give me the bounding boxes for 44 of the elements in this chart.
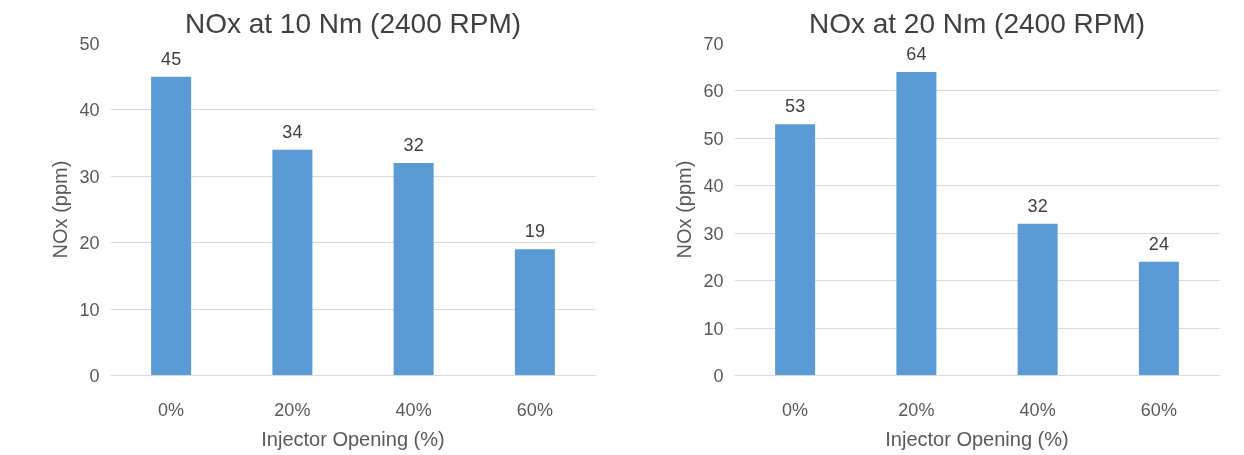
chart-title: NOx at 20 Nm (2400 RPM) [808, 7, 1146, 39]
y-tick-label: 10 [703, 318, 724, 339]
data-label: 53 [785, 96, 806, 117]
y-tick-label: 50 [79, 34, 100, 54]
y-tick-label: 30 [79, 166, 100, 187]
y-tick-label: 70 [703, 34, 724, 54]
y-tick-label: 0 [713, 366, 724, 386]
y-axis-title: NOx (ppm) [49, 160, 72, 259]
data-label: 32 [1027, 195, 1048, 216]
y-axis-title: NOx (ppm) [673, 160, 696, 259]
data-label: 34 [282, 121, 303, 142]
data-label: 24 [1148, 233, 1169, 254]
bar [1017, 223, 1058, 376]
chart-title: NOx at 10 Nm (2400 RPM) [184, 7, 522, 39]
data-label: 64 [906, 43, 927, 64]
bar [272, 149, 313, 376]
y-tick-label: 20 [703, 271, 724, 292]
y-tick-label: 60 [703, 81, 724, 102]
x-axis-title: Injector Opening (%) [885, 427, 1069, 450]
y-tick-label: 40 [79, 100, 100, 121]
x-tick-label: 40% [1019, 399, 1056, 420]
bar [1138, 261, 1179, 376]
x-tick-label: 40% [395, 399, 432, 420]
y-tick-label: 0 [89, 366, 100, 386]
x-tick-label: 60% [1140, 399, 1177, 420]
y-tick-label: 50 [703, 128, 724, 149]
data-label: 45 [161, 48, 182, 69]
x-tick-label: 0% [782, 399, 809, 420]
data-label: 19 [524, 221, 545, 242]
x-tick-label: 60% [516, 399, 553, 420]
y-tick-label: 40 [703, 176, 724, 197]
bar [775, 124, 816, 376]
y-tick-label: 20 [79, 233, 100, 254]
bar [393, 163, 434, 376]
bar [151, 76, 192, 376]
x-tick-label: 0% [158, 399, 185, 420]
y-tick-label: 30 [703, 223, 724, 244]
x-axis-title: Injector Opening (%) [261, 427, 445, 450]
x-tick-label: 20% [898, 399, 935, 420]
bar [896, 71, 937, 376]
data-label: 32 [403, 135, 424, 156]
x-tick-label: 20% [274, 399, 311, 420]
bar [514, 249, 555, 376]
y-tick-label: 10 [79, 299, 100, 320]
